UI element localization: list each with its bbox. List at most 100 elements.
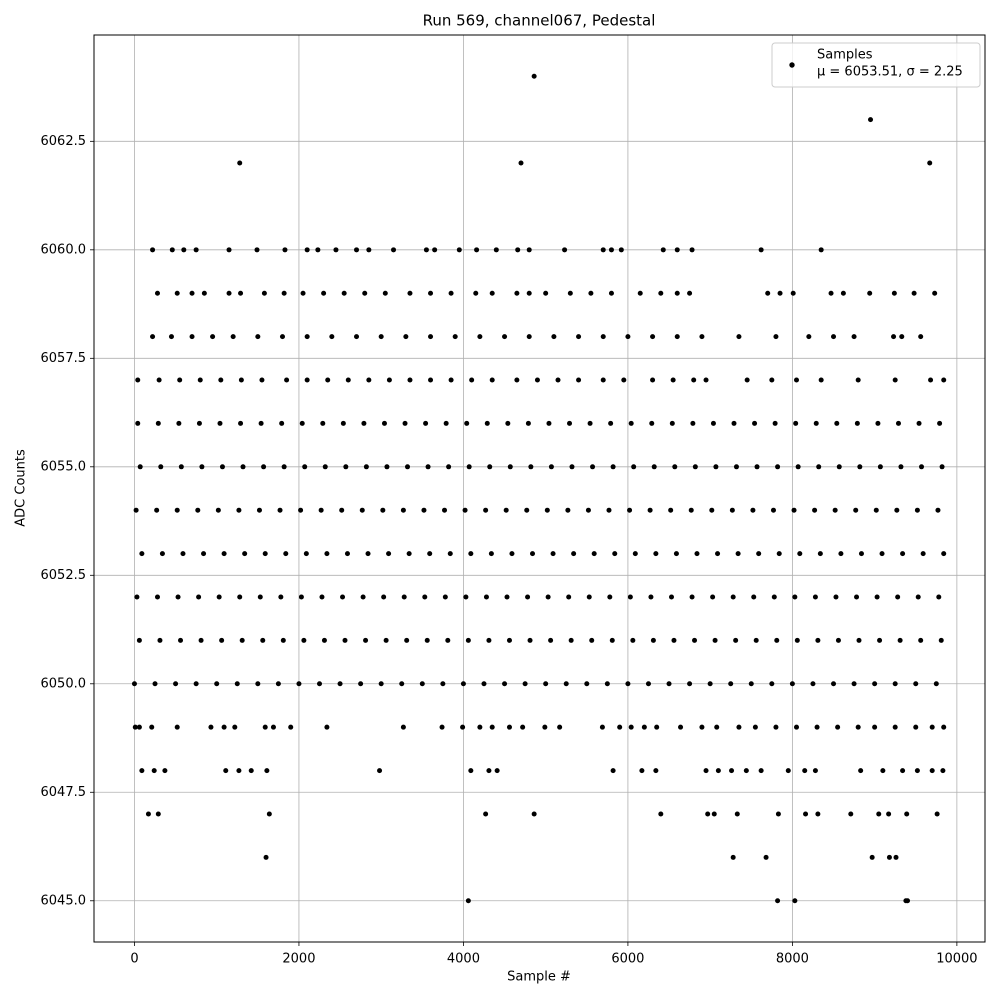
data-point [216,594,222,600]
data-point [528,464,534,470]
legend-note: μ = 6053.51, σ = 2.25 [817,65,963,80]
data-point [264,768,270,774]
data-point [210,334,216,340]
data-point [900,768,906,774]
data-point [754,464,760,470]
data-point [929,768,935,774]
data-point [707,681,713,687]
data-point [590,464,596,470]
data-point [329,334,335,340]
data-point [399,681,405,687]
data-point [150,247,156,253]
data-point [792,898,798,904]
data-point [464,420,470,426]
data-point [226,247,232,253]
data-point [261,464,267,470]
data-point [154,290,160,296]
data-point [672,464,678,470]
data-point [914,507,920,513]
data-point [526,247,532,253]
data-point [136,637,142,643]
data-point [886,811,892,817]
data-point [481,681,487,687]
legend-box [771,42,981,88]
data-point [939,464,945,470]
data-point [731,420,737,426]
x-axis-label: Sample # [507,970,571,985]
data-point [705,811,711,817]
data-point [525,420,531,426]
data-point [196,594,202,600]
data-point [406,551,412,557]
data-point [260,637,266,643]
data-point [916,420,922,426]
data-point [938,637,944,643]
data-point [630,637,636,643]
data-point [576,377,582,383]
data-point [132,724,138,730]
data-point [576,334,582,340]
data-point [432,247,438,253]
data-point [284,377,290,383]
data-point [463,594,469,600]
data-point [568,637,574,643]
data-point [298,594,304,600]
data-point [275,681,281,687]
y-tick-label: 6062.5 [41,134,87,149]
data-point [892,681,898,687]
data-point [178,464,184,470]
data-point [340,420,346,426]
data-point [608,290,614,296]
data-point [266,811,272,817]
data-point [136,724,142,730]
data-point [383,637,389,643]
data-point [835,637,841,643]
data-point [177,377,183,383]
data-point [139,768,145,774]
data-point [940,768,946,774]
data-point [647,507,653,513]
data-point [750,507,756,513]
data-point [321,637,327,643]
data-point [758,768,764,774]
data-point [586,594,592,600]
data-point [218,377,224,383]
data-point [325,377,331,383]
data-point [660,247,666,253]
data-point [729,507,735,513]
data-point [341,290,347,296]
data-point [650,637,656,643]
data-point [892,724,898,730]
data-point [785,768,791,774]
data-point [150,334,156,340]
data-point [378,681,384,687]
data-point [936,594,942,600]
data-point [753,637,759,643]
data-point [526,290,532,296]
data-point [563,681,569,687]
data-point [589,637,595,643]
data-point [299,420,305,426]
data-point [135,377,141,383]
data-point [692,637,698,643]
data-point [386,551,392,557]
data-point [648,594,654,600]
data-point [891,290,897,296]
data-point [180,551,186,557]
data-point [894,507,900,513]
data-point [927,160,933,166]
data-point [877,464,883,470]
data-point [514,377,520,383]
data-point [548,637,554,643]
data-point [941,551,947,557]
data-point [631,464,637,470]
data-point [358,681,364,687]
data-point [905,898,911,904]
data-point [214,681,220,687]
data-point [806,334,812,340]
data-point [855,377,861,383]
data-point [156,377,162,383]
data-point [815,811,821,817]
data-point [918,334,924,340]
y-tick-label: 6055.0 [41,459,87,474]
